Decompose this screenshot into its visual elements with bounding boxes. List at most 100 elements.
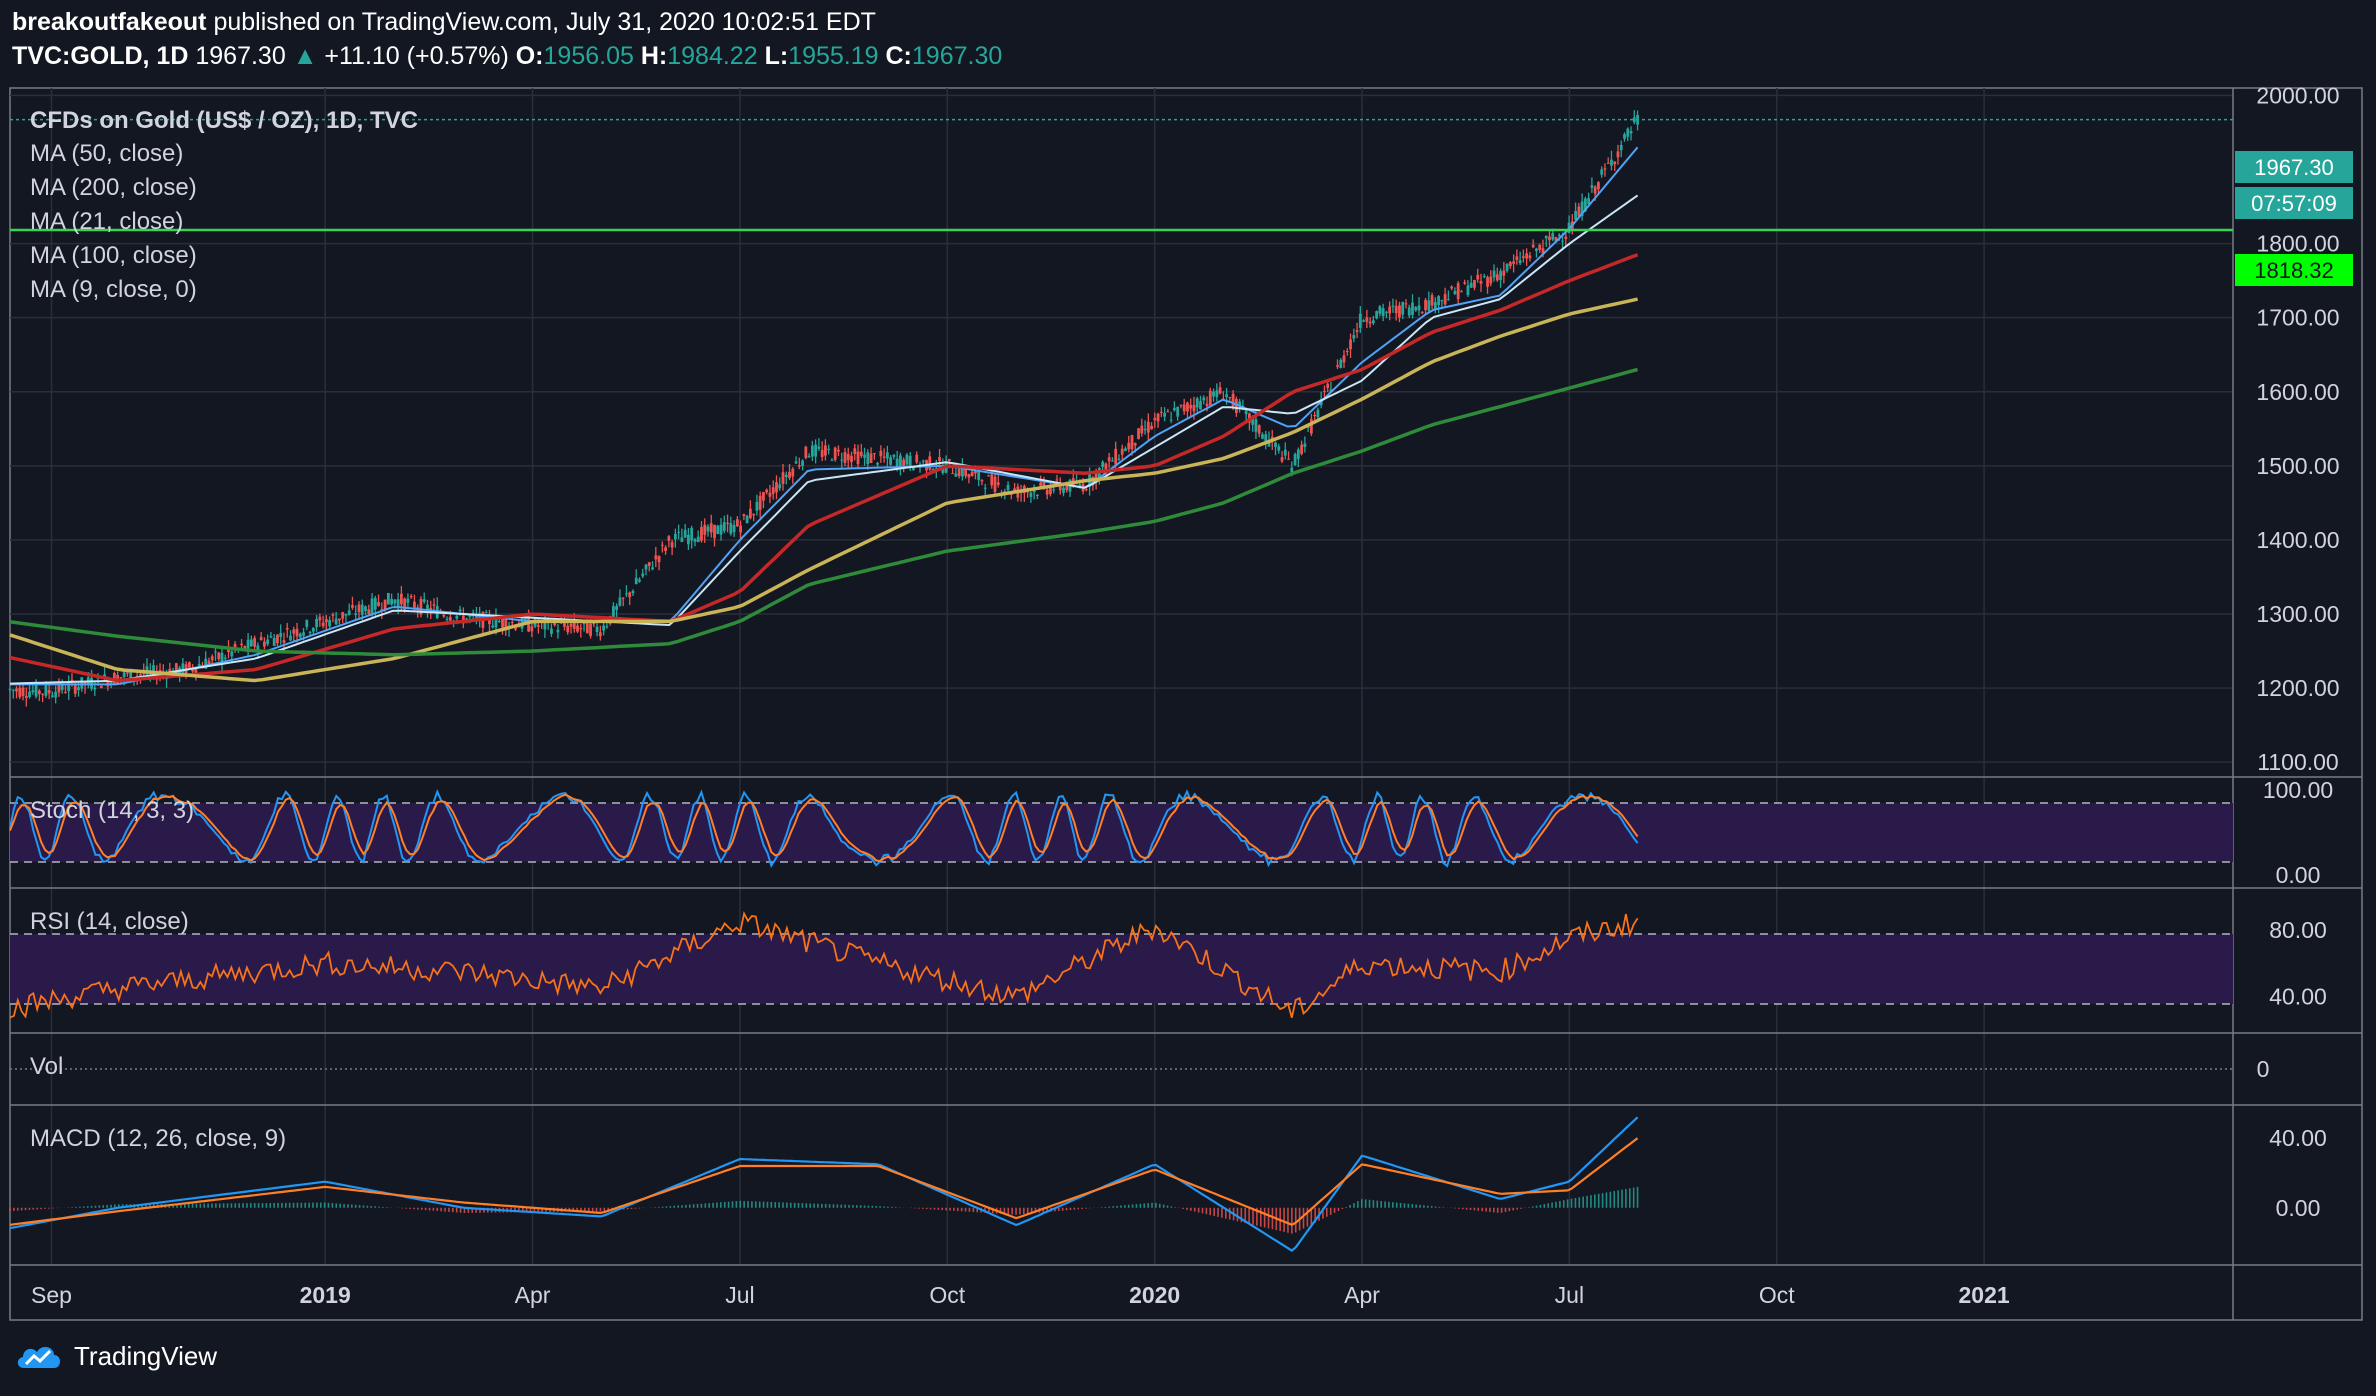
candle-body (882, 456, 886, 458)
candle-body (1114, 448, 1118, 465)
rsi-series[interactable] (9, 911, 1639, 1019)
candle-body (1192, 404, 1196, 412)
candle-body (1107, 457, 1111, 462)
candle-body (585, 620, 589, 634)
candle-body (1264, 434, 1268, 441)
legend-ma200[interactable]: MA (200, close) (30, 174, 197, 201)
rsi-axis-label: 80.00 (2269, 917, 2327, 943)
candle-body (1446, 299, 1450, 301)
candle-body (334, 618, 338, 625)
candle-body (64, 692, 67, 694)
candle-body (1339, 359, 1343, 369)
candle-body (912, 467, 915, 471)
legend-ma21[interactable]: MA (21, close) (30, 208, 183, 235)
candle-body (778, 484, 782, 489)
candle-body (1117, 458, 1121, 460)
moving-averages[interactable] (9, 146, 1639, 686)
price-axis-label: 2000.00 (2256, 82, 2339, 108)
stoch-axis-label: 0.00 (2276, 862, 2321, 888)
candle-body (122, 672, 126, 678)
candle-body (563, 621, 566, 627)
candle-body (1580, 201, 1584, 217)
candle-body (1163, 412, 1167, 417)
legend-ma100[interactable]: MA (100, close) (30, 242, 197, 269)
low-value: 1955.19 (788, 42, 879, 70)
candle-body (687, 534, 690, 545)
candle-body (1603, 168, 1607, 170)
candle-body (768, 492, 772, 497)
candle-body (820, 449, 824, 457)
candle-body (1610, 159, 1613, 166)
candle-body (1499, 271, 1502, 281)
stochastic-series[interactable] (9, 788, 1639, 868)
candle-body (1473, 280, 1476, 288)
candle-body (1257, 425, 1261, 434)
candle-body (784, 474, 788, 478)
candle-body (311, 628, 315, 632)
candle-body (605, 626, 609, 628)
candle-body (797, 465, 801, 467)
candle-body (667, 536, 671, 541)
candle-body (119, 677, 123, 679)
candle-body (957, 468, 961, 477)
candle-body (1544, 235, 1548, 239)
candle-body (683, 529, 687, 538)
candle-body (109, 680, 113, 686)
author-name[interactable]: breakoutfakeout (12, 8, 207, 36)
candle-body (390, 598, 394, 605)
candle-body (21, 687, 25, 697)
candle-body (243, 646, 247, 650)
candle-body (983, 487, 987, 489)
legend-stoch[interactable]: Stoch (14, 3, 3) (30, 797, 194, 824)
candle-body (856, 451, 860, 465)
legend-macd[interactable]: MACD (12, 26, close, 9) (30, 1125, 286, 1152)
legend-ma9[interactable]: MA (9, close, 0) (30, 276, 197, 303)
candle-body (1146, 421, 1150, 433)
ma-line (9, 253, 1639, 683)
candle-body (876, 462, 879, 465)
candle-body (869, 453, 873, 464)
candle-body (696, 536, 700, 543)
candle-body (1557, 234, 1561, 237)
candle-body (1208, 390, 1212, 406)
tradingview-logo[interactable]: TradingView (14, 1340, 217, 1372)
price-axis-label: 1400.00 (2256, 527, 2339, 553)
candle-body (853, 448, 857, 455)
price-axis-label: 1800.00 (2256, 231, 2339, 257)
candle-body (253, 637, 257, 647)
candle-body (491, 625, 495, 628)
candle-body (1427, 300, 1431, 311)
candle-body (680, 537, 684, 542)
legend-rsi[interactable]: RSI (14, close) (30, 908, 189, 935)
candle-body (1420, 312, 1424, 314)
candle-body (951, 473, 955, 475)
candle-body (1613, 161, 1617, 165)
hline-price-badge[interactable] (2235, 254, 2353, 286)
candle-body (214, 651, 217, 653)
candle-body (187, 662, 191, 668)
candlestick-series[interactable] (8, 110, 1639, 707)
candle-body (719, 524, 723, 535)
candle-body (1176, 406, 1180, 417)
countdown-badge-text: 07:57:09 (2251, 191, 2337, 216)
candle-body (1140, 425, 1144, 434)
macd-series[interactable] (9, 1116, 1639, 1252)
candle-body (295, 628, 299, 637)
candle-body (1577, 206, 1581, 217)
price-axis-label: 1600.00 (2256, 379, 2339, 405)
candle-body (602, 625, 606, 631)
candle-body (318, 616, 322, 621)
candle-body (641, 573, 645, 577)
candle-body (742, 514, 746, 516)
candle-body (1130, 435, 1134, 450)
legend-ma50[interactable]: MA (50, close) (30, 140, 183, 167)
candle-body (703, 524, 707, 535)
candle-body (664, 547, 667, 552)
legend-vol[interactable]: Vol (30, 1053, 63, 1080)
candle-body (269, 636, 273, 638)
candle-body (833, 447, 837, 460)
candle-body (817, 446, 821, 449)
candle-body (964, 468, 968, 476)
candle-body (1251, 418, 1255, 425)
